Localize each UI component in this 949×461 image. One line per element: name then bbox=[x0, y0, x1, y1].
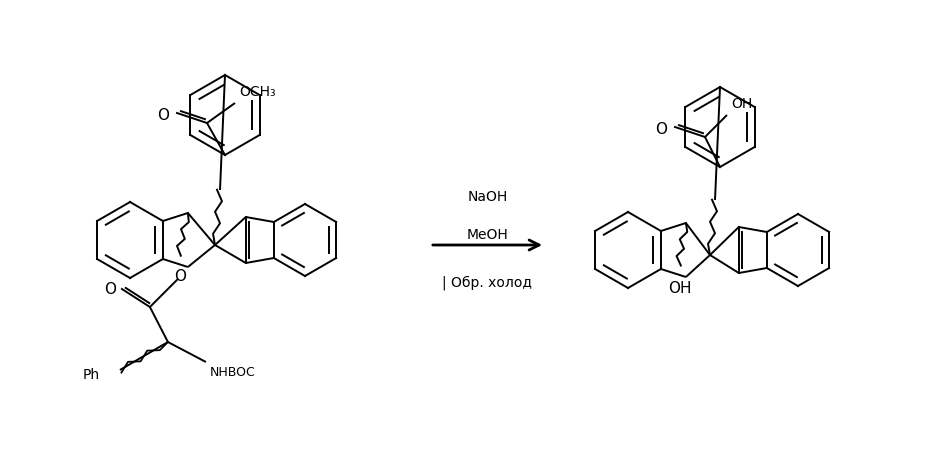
Text: NHBOC: NHBOC bbox=[210, 366, 255, 379]
Text: NaOH: NaOH bbox=[467, 190, 508, 204]
Text: OH: OH bbox=[668, 281, 692, 296]
Text: Ph: Ph bbox=[83, 368, 100, 382]
Text: MeOH: MeOH bbox=[467, 228, 509, 242]
Text: O: O bbox=[655, 122, 667, 136]
Text: OCH₃: OCH₃ bbox=[239, 85, 275, 99]
Text: O: O bbox=[103, 282, 116, 296]
Text: O: O bbox=[174, 269, 186, 284]
Text: O: O bbox=[157, 107, 169, 123]
Text: | Обр. холод: | Обр. холод bbox=[442, 276, 532, 290]
Text: OH: OH bbox=[731, 97, 753, 111]
